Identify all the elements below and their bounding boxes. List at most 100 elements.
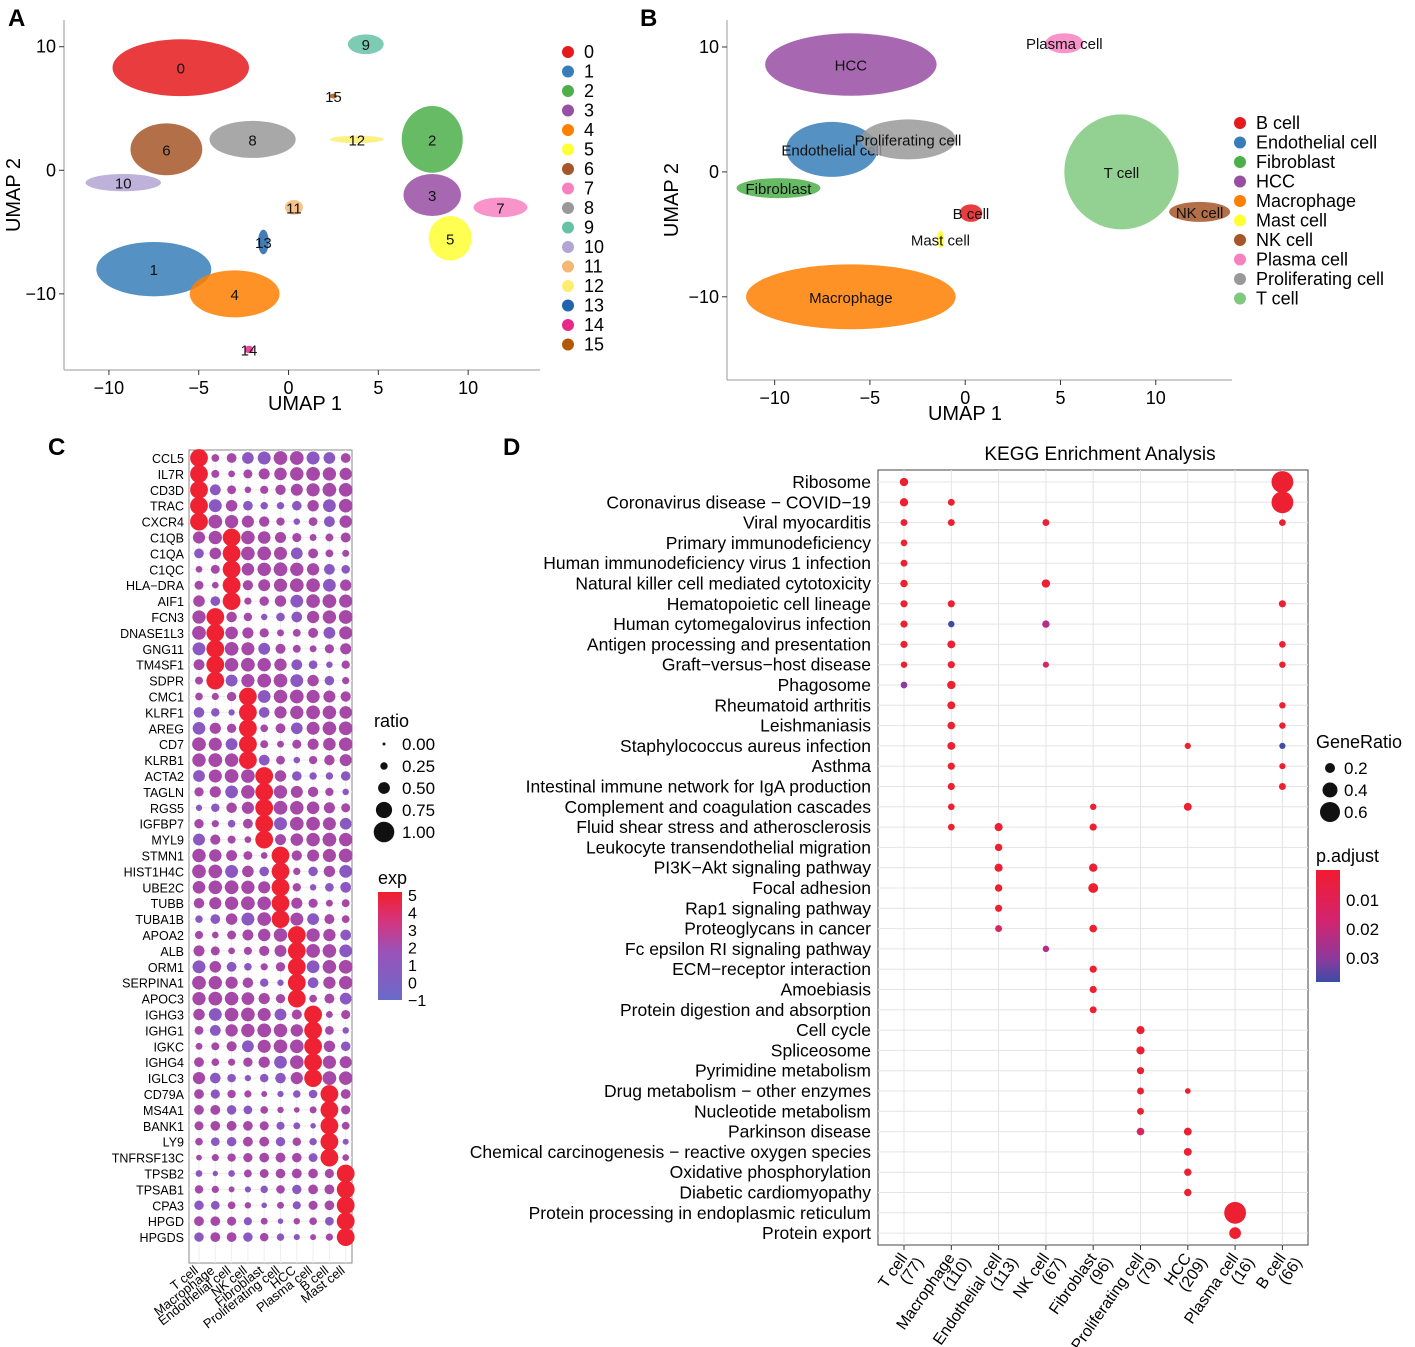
- cluster-10: 10: [85, 173, 161, 193]
- dot: [323, 578, 336, 592]
- dot: [293, 1234, 300, 1241]
- dot: [261, 613, 268, 621]
- dot: [192, 610, 206, 624]
- dot: [322, 482, 337, 497]
- dot: [273, 578, 288, 592]
- dot: [194, 1057, 204, 1068]
- dot: [210, 1232, 221, 1243]
- dot: [194, 1121, 204, 1131]
- dot: [259, 628, 269, 638]
- legend-item: Plasma cell: [1234, 250, 1348, 270]
- cluster-plasma-cell: Plasma cell: [1026, 33, 1103, 53]
- dot: [257, 451, 271, 465]
- enrichment-dot: [1278, 783, 1286, 790]
- dot: [194, 819, 204, 829]
- enrichment-dot: [1089, 863, 1098, 872]
- dot: [275, 962, 286, 972]
- dot: [273, 1023, 288, 1038]
- x-tick-label: 10: [1146, 388, 1166, 408]
- dot: [210, 1072, 221, 1084]
- dot: [192, 864, 206, 879]
- dot: [291, 611, 303, 623]
- dot: [290, 547, 303, 560]
- enrichment-dot: [1279, 641, 1286, 648]
- enrichment-dot: [900, 640, 908, 648]
- dot: [291, 850, 302, 861]
- pathway-label: Leukocyte transendothelial migration: [586, 837, 871, 857]
- pathway-label: Protein export: [762, 1223, 871, 1243]
- pathway-label: Protein digestion and absorption: [620, 1000, 871, 1020]
- dot: [304, 1021, 322, 1040]
- dot: [258, 468, 270, 480]
- dot: [241, 992, 255, 1005]
- dot: [292, 1201, 301, 1210]
- dot: [309, 1106, 317, 1114]
- dot: [325, 1011, 333, 1018]
- dot: [340, 881, 352, 893]
- dot: [241, 880, 255, 894]
- dot: [289, 1039, 304, 1054]
- svg-text:NK cell: NK cell: [1256, 230, 1313, 250]
- dot: [242, 977, 254, 988]
- generatio-legend-title: GeneRatio: [1316, 732, 1402, 752]
- dot: [225, 1024, 238, 1037]
- pathway-label: Hematopoietic cell lineage: [667, 594, 871, 614]
- dot: [274, 817, 287, 831]
- dot: [194, 1200, 204, 1211]
- dot: [193, 945, 205, 957]
- dot: [308, 1184, 318, 1195]
- svg-text:8: 8: [584, 198, 594, 218]
- dot: [336, 1212, 355, 1231]
- pathway-label: Rap1 signaling pathway: [685, 898, 871, 918]
- dot: [258, 707, 270, 718]
- enrichment-dot: [900, 620, 908, 628]
- dot: [306, 467, 320, 481]
- gene-label: UBE2C: [142, 881, 184, 895]
- enrichment-dot: [1042, 620, 1050, 628]
- dot: [306, 578, 320, 592]
- y-axis-label: UMAP 2: [661, 163, 683, 237]
- dot: [339, 832, 353, 847]
- enrichment-dot: [947, 721, 956, 730]
- dot: [290, 1055, 304, 1069]
- dot: [225, 674, 238, 687]
- dot: [194, 548, 204, 559]
- dot: [239, 719, 257, 738]
- dot: [242, 627, 254, 639]
- dot: [309, 884, 317, 891]
- dot: [225, 913, 238, 925]
- dot: [243, 1232, 253, 1242]
- enrichment-dot: [1279, 519, 1286, 526]
- dot: [277, 629, 284, 637]
- dot: [206, 655, 225, 674]
- dot: [242, 452, 254, 464]
- dot: [257, 546, 272, 561]
- dot: [210, 1089, 220, 1099]
- dot: [211, 708, 220, 717]
- gene-label: STMN1: [142, 850, 184, 864]
- dot: [255, 814, 274, 833]
- svg-text:0.50: 0.50: [402, 779, 435, 798]
- dot: [257, 1039, 271, 1053]
- y-axis-label: UMAP 2: [3, 158, 25, 232]
- dot: [341, 899, 350, 908]
- dot: [290, 705, 304, 720]
- cluster-4: 4: [189, 270, 280, 318]
- dot: [277, 1106, 284, 1114]
- dot: [304, 1037, 322, 1056]
- dot: [243, 1120, 253, 1131]
- x-tick-label: −10: [94, 378, 125, 398]
- dot: [226, 1232, 237, 1242]
- gene-label: IL7R: [158, 468, 184, 482]
- dot: [306, 721, 320, 735]
- dot: [259, 516, 270, 527]
- dot: [193, 897, 205, 909]
- dot: [239, 735, 257, 754]
- dot: [307, 738, 319, 750]
- dot: [243, 1217, 252, 1226]
- exp-legend-label: 3: [408, 923, 417, 940]
- dot: [323, 976, 336, 989]
- dot: [226, 802, 237, 814]
- cluster-label: 3: [428, 188, 436, 205]
- dot: [290, 1071, 303, 1085]
